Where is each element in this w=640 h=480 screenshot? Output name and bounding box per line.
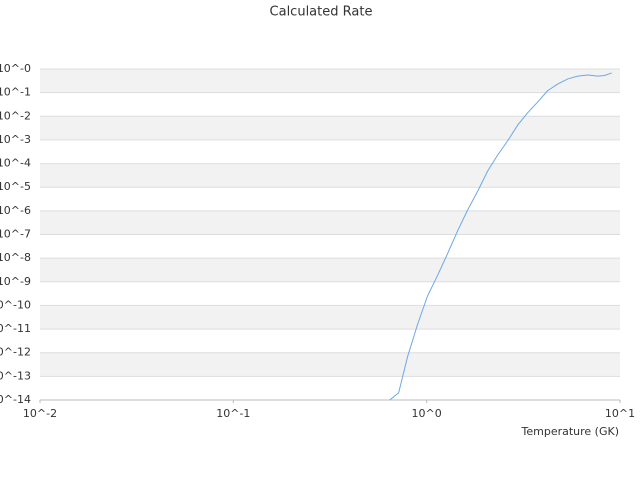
grid-band (40, 329, 620, 353)
x-tick-label: 10^0 (412, 407, 442, 420)
grid-band (40, 376, 620, 400)
grid-band (40, 352, 620, 377)
y-tick-label: 10^-1 (0, 86, 31, 99)
y-tick-label: 10^-12 (0, 346, 31, 359)
y-tick-label: 10^-11 (0, 322, 31, 335)
y-tick-label: 10^-7 (0, 228, 31, 241)
grid-band (40, 281, 620, 306)
grid-band (40, 258, 620, 282)
x-tick-label: 10^-1 (216, 407, 250, 420)
grid-band (40, 163, 620, 188)
y-tick-label: 10^-10 (0, 298, 31, 311)
x-axis-label: Temperature (GK) (521, 425, 620, 438)
y-tick-label: 10^-4 (0, 157, 31, 170)
data-line (389, 72, 612, 401)
grid-band (40, 187, 620, 211)
y-tick-label: 10^-2 (0, 109, 31, 122)
x-tick-label: 10^1 (605, 407, 635, 420)
y-tick-label: 10^-13 (0, 369, 31, 382)
y-tick-label: 10^-9 (0, 275, 31, 288)
grid-band (40, 69, 620, 93)
grid-band (40, 116, 620, 140)
grid-band (40, 210, 620, 235)
chart-title: Calculated Rate (270, 5, 373, 20)
grid-band (40, 234, 620, 259)
y-tick-label: 10^-14 (0, 393, 31, 406)
y-tick-label: 10^-8 (0, 251, 31, 264)
y-tick-label: 10^-5 (0, 180, 31, 193)
y-tick-label: 10^-0 (0, 62, 31, 75)
x-tick-label: 10^-2 (23, 407, 57, 420)
grid-band (40, 92, 620, 117)
y-tick-label: 10^-6 (0, 204, 31, 217)
grid-band (40, 139, 620, 164)
grid-band (40, 305, 620, 330)
y-tick-label: 10^-3 (0, 133, 31, 146)
plot-bands (40, 69, 620, 400)
